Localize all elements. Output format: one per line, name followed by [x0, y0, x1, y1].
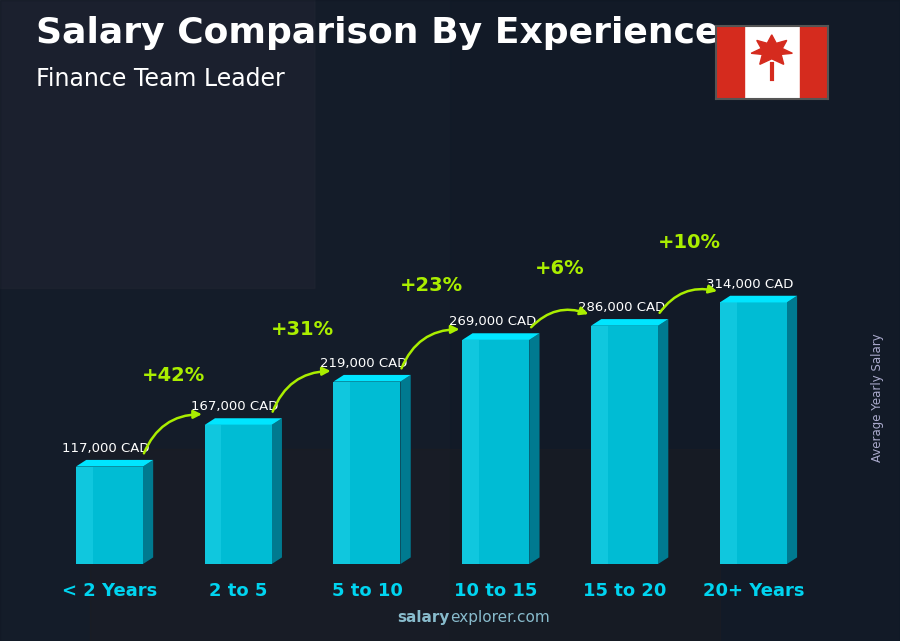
- Bar: [800, 26, 828, 99]
- Text: Average Yearly Salary: Average Yearly Salary: [871, 333, 884, 462]
- Polygon shape: [658, 319, 669, 564]
- Text: 219,000 CAD: 219,000 CAD: [320, 357, 408, 370]
- Text: 15 to 20: 15 to 20: [583, 583, 666, 601]
- Polygon shape: [591, 319, 669, 326]
- Text: 314,000 CAD: 314,000 CAD: [706, 278, 794, 291]
- Polygon shape: [463, 340, 529, 564]
- Polygon shape: [752, 35, 792, 64]
- Polygon shape: [76, 467, 93, 564]
- Polygon shape: [204, 425, 221, 564]
- Text: 286,000 CAD: 286,000 CAD: [578, 301, 665, 314]
- Polygon shape: [400, 375, 410, 564]
- Polygon shape: [204, 418, 282, 425]
- Polygon shape: [76, 460, 153, 467]
- Text: +10%: +10%: [657, 233, 720, 252]
- Text: 269,000 CAD: 269,000 CAD: [449, 315, 536, 328]
- Polygon shape: [720, 303, 736, 564]
- Polygon shape: [334, 381, 400, 564]
- Polygon shape: [720, 296, 797, 303]
- Bar: [450, 0, 900, 641]
- Polygon shape: [463, 340, 479, 564]
- Polygon shape: [591, 326, 658, 564]
- FancyBboxPatch shape: [0, 0, 315, 288]
- Text: +6%: +6%: [536, 259, 585, 278]
- Polygon shape: [334, 375, 410, 381]
- Polygon shape: [529, 333, 539, 564]
- Text: 10 to 15: 10 to 15: [454, 583, 537, 601]
- Polygon shape: [787, 296, 797, 564]
- Bar: [716, 26, 743, 99]
- Polygon shape: [272, 418, 282, 564]
- Text: 20+ Years: 20+ Years: [703, 583, 804, 601]
- Text: Salary Comparison By Experience: Salary Comparison By Experience: [36, 16, 719, 50]
- Text: 2 to 5: 2 to 5: [209, 583, 267, 601]
- Polygon shape: [463, 333, 539, 340]
- Text: +23%: +23%: [400, 276, 463, 295]
- Text: 117,000 CAD: 117,000 CAD: [62, 442, 149, 455]
- Polygon shape: [720, 303, 787, 564]
- Polygon shape: [334, 381, 350, 564]
- Polygon shape: [591, 326, 608, 564]
- Text: < 2 Years: < 2 Years: [62, 583, 157, 601]
- Text: +42%: +42%: [142, 366, 205, 385]
- Polygon shape: [143, 460, 153, 564]
- Text: 5 to 10: 5 to 10: [331, 583, 402, 601]
- Text: +31%: +31%: [271, 320, 334, 339]
- Bar: [90, 449, 720, 641]
- Text: Finance Team Leader: Finance Team Leader: [36, 67, 284, 91]
- Text: salary: salary: [398, 610, 450, 625]
- Polygon shape: [76, 467, 143, 564]
- Text: 167,000 CAD: 167,000 CAD: [191, 400, 278, 413]
- Text: explorer.com: explorer.com: [450, 610, 550, 625]
- Polygon shape: [204, 425, 272, 564]
